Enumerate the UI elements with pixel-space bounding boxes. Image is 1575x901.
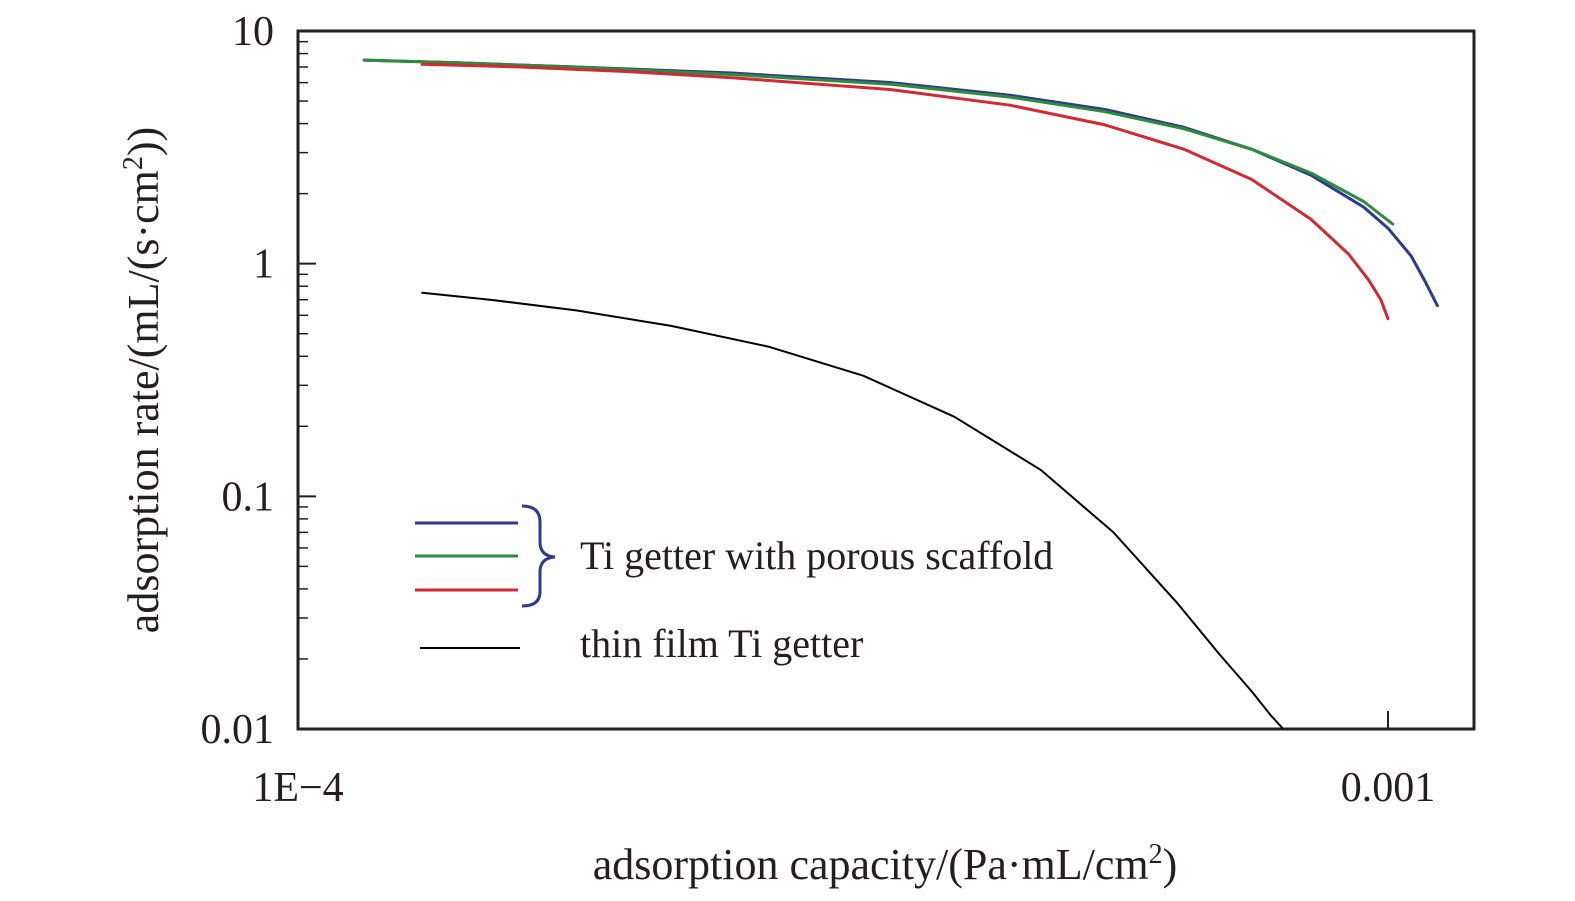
legend-brace — [521, 504, 556, 608]
series-line-4 — [421, 291, 1284, 729]
legend-group-label: Ti getter with porous scaffold — [580, 533, 1053, 578]
y-tick-label: 0.01 — [201, 707, 275, 753]
tick-labels: 10 1 0.1 0.01 1E−4 0.001 — [201, 9, 1436, 811]
tick-marks — [297, 30, 1389, 730]
y-axis-label: adsorption rate/(mL/(s·cm2)) — [118, 127, 168, 633]
x-tick-label: 1E−4 — [252, 765, 343, 811]
series-line-3 — [420, 62, 1390, 321]
y-tick-label: 10 — [232, 9, 274, 55]
series-group — [362, 58, 1439, 729]
x-axis-label: adsorption capacity/(Pa·mL/cm2) — [593, 839, 1178, 889]
series-line-1 — [362, 58, 1439, 308]
legend-label-thin-film: thin film Ti getter — [580, 621, 863, 666]
x-tick-label: 0.001 — [1341, 765, 1436, 811]
y-tick-label: 0.1 — [222, 474, 275, 520]
series-line-2 — [362, 58, 1395, 226]
plot-frame — [296, 29, 1476, 731]
y-tick-label: 1 — [253, 242, 274, 288]
legend: Ti getter with porous scaffold thin film… — [415, 504, 1053, 666]
